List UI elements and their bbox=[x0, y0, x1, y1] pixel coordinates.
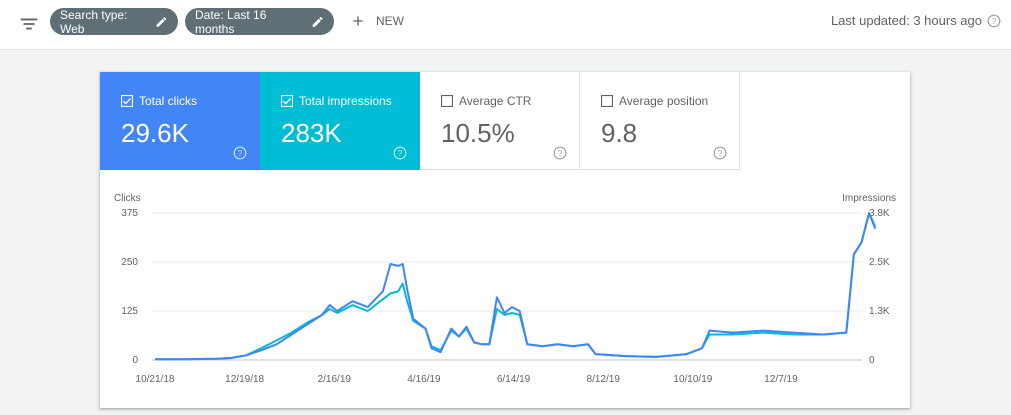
chart-series bbox=[155, 212, 877, 361]
metric-label: Total clicks bbox=[139, 94, 198, 108]
metric-value: 10.5% bbox=[441, 118, 515, 148]
performance-card: Total clicks 29.6K ? Total impressions 2… bbox=[100, 72, 910, 408]
top-toolbar: Search type: Web Date: Last 16 months NE… bbox=[0, 0, 1011, 50]
date-range-chip[interactable]: Date: Last 16 months bbox=[185, 7, 334, 36]
performance-chart[interactable]: Clicks Impressions 0 125 250 375 0 1.3K 2.5K 3… bbox=[100, 72, 910, 408]
search-type-chip-label: Search type: Web bbox=[60, 7, 128, 36]
metric-average-ctr[interactable]: Average CTR 10.5% ? bbox=[420, 72, 580, 170]
left-tick-label: 125 bbox=[121, 306, 138, 317]
metric-total-impressions[interactable]: Total impressions 283K ? bbox=[260, 72, 420, 170]
svg-text:?: ? bbox=[992, 16, 997, 25]
filter-icon[interactable] bbox=[18, 13, 40, 35]
left-axis-ticks: 0 125 250 375 bbox=[121, 208, 138, 366]
pencil-icon bbox=[312, 16, 323, 27]
svg-text:?: ? bbox=[238, 149, 243, 158]
help-icon[interactable]: ? bbox=[233, 146, 247, 160]
help-icon[interactable]: ? bbox=[393, 146, 407, 160]
metric-label-row: Average position bbox=[601, 94, 708, 108]
metric-label-row: Total clicks bbox=[121, 94, 197, 108]
right-axis-ticks: 0 1.3K 2.5K 3.8K bbox=[869, 208, 890, 366]
date-range-chip-label: Date: Last 16 months bbox=[195, 7, 267, 36]
checkbox-checked-icon[interactable] bbox=[281, 95, 293, 107]
x-tick-label: 10/10/19 bbox=[673, 374, 712, 385]
metric-value: 29.6K bbox=[121, 118, 189, 148]
help-icon[interactable]: ? bbox=[713, 146, 727, 160]
impressions-series-line bbox=[155, 212, 877, 361]
x-tick-label: 4/16/19 bbox=[407, 374, 441, 385]
x-tick-label: 12/7/19 bbox=[764, 374, 798, 385]
pencil-icon bbox=[156, 16, 167, 27]
search-type-chip[interactable]: Search type: Web bbox=[50, 7, 178, 36]
x-tick-label: 10/21/18 bbox=[136, 374, 175, 385]
left-axis-title: Clicks bbox=[114, 193, 141, 204]
left-tick-label: 375 bbox=[121, 208, 138, 219]
svg-text:?: ? bbox=[558, 149, 563, 158]
x-tick-label: 2/16/19 bbox=[318, 374, 352, 385]
metric-label: Total impressions bbox=[299, 94, 392, 108]
checkbox-unchecked-icon[interactable] bbox=[441, 95, 453, 107]
help-icon[interactable]: ? bbox=[987, 14, 1001, 28]
metric-total-clicks[interactable]: Total clicks 29.6K ? bbox=[100, 72, 260, 170]
right-tick-label: 3.8K bbox=[869, 208, 890, 219]
last-updated: Last updated: 3 hours ago ? bbox=[831, 13, 1001, 28]
new-filter-label: NEW bbox=[376, 14, 404, 28]
x-tick-label: 8/12/19 bbox=[587, 374, 621, 385]
checkbox-checked-icon[interactable] bbox=[121, 95, 133, 107]
metric-value: 9.8 bbox=[601, 118, 638, 148]
metric-label-row: Total impressions bbox=[281, 94, 392, 108]
metric-label: Average CTR bbox=[459, 94, 532, 108]
metric-label: Average position bbox=[619, 94, 709, 108]
x-tick-label: 6/14/19 bbox=[497, 374, 531, 385]
metric-average-position[interactable]: Average position 9.8 ? bbox=[580, 72, 740, 170]
right-tick-label: 2.5K bbox=[869, 257, 890, 268]
chart-grid bbox=[152, 212, 862, 361]
plus-icon bbox=[353, 16, 363, 26]
last-updated-text: Last updated: 3 hours ago bbox=[830, 13, 982, 28]
right-axis-title: Impressions bbox=[842, 193, 896, 204]
left-tick-label: 0 bbox=[132, 355, 138, 366]
clicks-series-line bbox=[155, 212, 877, 361]
new-filter-button[interactable]: NEW bbox=[350, 10, 404, 32]
x-axis-ticks: 10/21/18 12/19/18 2/16/19 4/16/19 6/14/19 8/1… bbox=[136, 374, 799, 385]
svg-text:?: ? bbox=[718, 149, 723, 158]
metric-label-row: Average CTR bbox=[441, 94, 531, 108]
left-tick-label: 250 bbox=[121, 257, 138, 268]
checkbox-unchecked-icon[interactable] bbox=[601, 95, 613, 107]
x-tick-label: 12/19/18 bbox=[225, 374, 264, 385]
svg-text:?: ? bbox=[398, 149, 403, 158]
right-tick-label: 0 bbox=[869, 355, 875, 366]
metric-value: 283K bbox=[281, 118, 342, 148]
right-tick-label: 1.3K bbox=[869, 306, 890, 317]
help-icon[interactable]: ? bbox=[553, 146, 567, 160]
